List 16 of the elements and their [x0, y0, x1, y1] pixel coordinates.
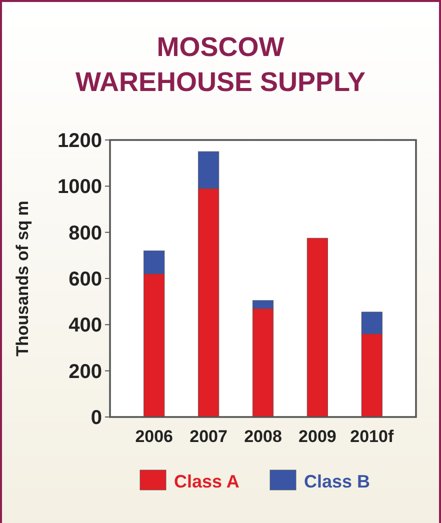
y-tick-label: 1000: [58, 176, 102, 198]
legend-label: Class A: [174, 471, 240, 492]
y-tick-label: 1200: [58, 130, 102, 152]
y-tick-label: 600: [68, 268, 102, 290]
y-tick-label: 800: [68, 222, 102, 244]
chart-title: MOSCOW WAREHOUSE SUPPLY: [75, 32, 366, 97]
y-axis-title: Thousands of sq m: [13, 200, 32, 356]
y-tick-label: 400: [68, 314, 102, 337]
y-tick-label: 0: [90, 407, 102, 429]
y-tick-label: 200: [68, 360, 102, 383]
x-tick-label: 2010f: [350, 427, 394, 446]
legend-label: Class B: [304, 471, 370, 492]
x-tick-label: 2007: [190, 427, 228, 446]
x-tick-label: 2008: [244, 427, 282, 446]
x-tick-label: 2009: [298, 427, 336, 446]
x-tick-label: 2006: [135, 427, 174, 446]
